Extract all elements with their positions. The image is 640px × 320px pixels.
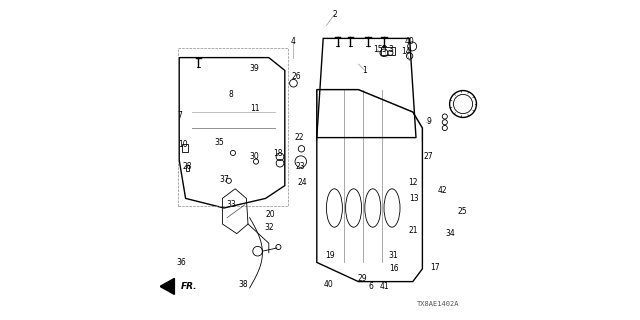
Text: 34: 34: [445, 229, 456, 238]
Text: 2: 2: [332, 10, 337, 19]
Text: 36: 36: [176, 258, 186, 267]
Polygon shape: [160, 278, 174, 294]
Text: 23: 23: [296, 162, 306, 171]
Text: 6: 6: [369, 282, 374, 291]
Text: TX8AE1402A: TX8AE1402A: [417, 301, 460, 307]
Text: 22: 22: [294, 133, 304, 142]
Text: 26: 26: [291, 72, 301, 81]
Text: 19: 19: [324, 252, 335, 260]
Text: 25: 25: [458, 207, 467, 216]
Text: 21: 21: [408, 226, 417, 235]
Text: 30: 30: [250, 152, 260, 161]
Text: FR.: FR.: [181, 282, 197, 291]
Text: 4: 4: [291, 37, 295, 46]
Text: 11: 11: [251, 104, 260, 113]
Bar: [186, 165, 189, 171]
Text: 13: 13: [410, 194, 419, 203]
Text: 1: 1: [362, 66, 367, 75]
Text: 9: 9: [426, 117, 431, 126]
Text: 12: 12: [408, 178, 417, 187]
Text: 28: 28: [182, 162, 192, 171]
Text: 10: 10: [178, 140, 188, 148]
Text: 5: 5: [381, 45, 387, 54]
Text: 32: 32: [264, 223, 274, 232]
Text: 20: 20: [266, 210, 275, 219]
Text: 16: 16: [388, 264, 399, 273]
Text: 17: 17: [430, 263, 440, 272]
Text: 8: 8: [228, 90, 233, 99]
Text: 33: 33: [226, 200, 236, 209]
Text: 31: 31: [388, 252, 399, 260]
Text: 18: 18: [274, 149, 283, 158]
Text: 24: 24: [298, 178, 307, 187]
Text: 39: 39: [250, 64, 259, 73]
Text: 40: 40: [323, 280, 333, 289]
Text: 41: 41: [379, 282, 389, 291]
Text: 27: 27: [424, 152, 434, 161]
Text: 42: 42: [437, 186, 447, 195]
Text: 15: 15: [372, 45, 383, 54]
Text: 37: 37: [219, 175, 229, 184]
Text: 38: 38: [238, 280, 248, 289]
Bar: [182, 144, 188, 152]
Text: 40: 40: [404, 37, 415, 46]
Text: 7: 7: [177, 111, 182, 120]
Text: 29: 29: [357, 274, 367, 283]
Text: 3: 3: [388, 45, 393, 54]
Text: 35: 35: [214, 138, 224, 147]
Text: 14: 14: [401, 47, 412, 56]
